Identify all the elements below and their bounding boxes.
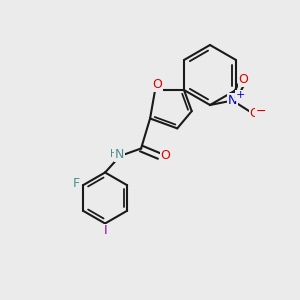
Text: N: N [115,148,124,161]
Text: H: H [110,149,117,160]
Text: F: F [73,177,80,190]
Text: I: I [103,224,107,238]
Text: O: O [160,149,170,163]
Text: +: + [236,90,245,100]
Text: N: N [228,94,237,107]
Text: O: O [250,107,259,120]
Text: −: − [256,104,266,118]
Text: O: O [153,78,162,91]
Text: O: O [239,73,248,86]
